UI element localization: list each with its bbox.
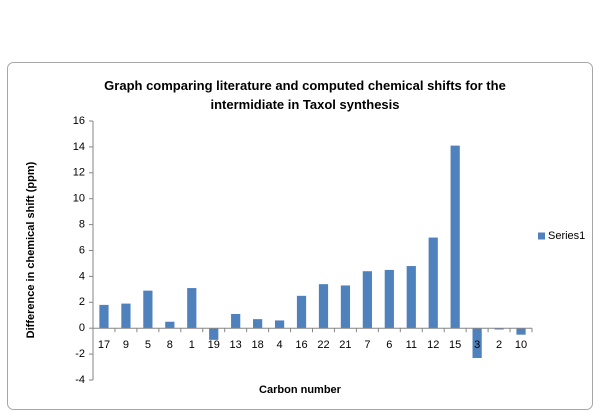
y-tick-label: 10 — [73, 193, 85, 205]
x-tick-label: 11 — [406, 339, 417, 351]
bar — [99, 304, 109, 329]
chart-frame — [7, 62, 593, 410]
x-tick-label: 2 — [496, 339, 502, 351]
x-tick-label: 8 — [167, 339, 173, 351]
y-axis-label: Difference in chemical shift (ppm) — [25, 161, 37, 338]
bar — [209, 328, 219, 340]
x-tick-label: 9 — [123, 339, 129, 351]
bar — [472, 328, 482, 358]
bar — [121, 303, 131, 329]
bar — [187, 288, 197, 329]
y-tick-label: 2 — [79, 296, 85, 308]
y-tick-label: 0 — [79, 322, 85, 334]
y-tick-label: 6 — [79, 244, 85, 256]
bar — [406, 266, 416, 329]
x-tick-label: 18 — [252, 339, 264, 351]
x-tick-label: 6 — [386, 339, 392, 351]
legend-swatch — [538, 232, 545, 240]
x-tick-label: 4 — [277, 339, 283, 351]
y-tick-label: 4 — [79, 270, 85, 282]
x-tick-label: 10 — [515, 339, 527, 351]
bar — [296, 295, 307, 329]
x-tick-label: 7 — [364, 339, 370, 351]
y-tick-label: 14 — [73, 141, 85, 153]
bar — [428, 237, 438, 329]
x-tick-label: 13 — [230, 339, 242, 351]
bar — [318, 284, 329, 329]
bar — [340, 285, 351, 329]
y-tick-label: -2 — [75, 348, 85, 360]
bar — [231, 313, 241, 329]
x-tick-label: 3 — [474, 339, 480, 351]
x-tick-label: 17 — [98, 339, 110, 351]
bar — [165, 321, 175, 329]
bar — [494, 328, 504, 330]
bar — [143, 290, 153, 329]
x-axis-label: Carbon number — [259, 384, 342, 396]
x-tick-label: 22 — [317, 339, 329, 351]
bar — [274, 320, 285, 329]
x-tick-label: 1 — [189, 339, 195, 351]
y-tick-label: -4 — [75, 374, 85, 386]
x-tick-label: 19 — [208, 339, 220, 351]
x-tick-label: 21 — [339, 339, 351, 351]
bar — [384, 269, 394, 329]
x-tick-label: 16 — [295, 339, 307, 351]
x-tick-label: 12 — [427, 339, 439, 351]
y-tick-label: 8 — [79, 219, 85, 231]
bar — [253, 319, 263, 329]
legend-label: Series1 — [548, 230, 585, 242]
y-tick-label: 16 — [73, 115, 85, 127]
bar — [362, 271, 372, 329]
bar — [516, 328, 526, 335]
bar — [450, 145, 460, 329]
x-tick-label: 5 — [145, 339, 151, 351]
chart-title: Graph comparing literature and computed … — [104, 78, 506, 112]
y-tick-label: 12 — [73, 167, 85, 179]
x-tick-label: 15 — [449, 339, 461, 351]
